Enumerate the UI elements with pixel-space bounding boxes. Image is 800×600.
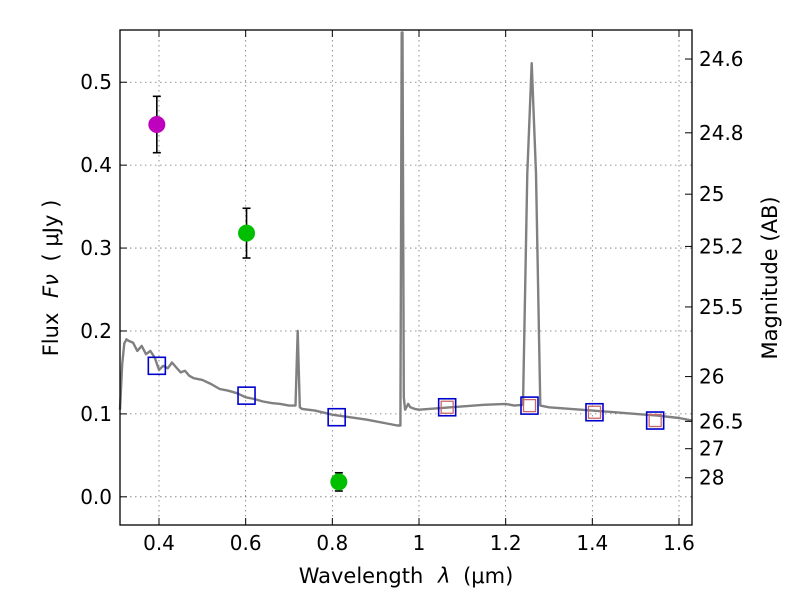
y-axis-title-symbol: Fν	[39, 274, 63, 298]
y2-tick-label: 27	[699, 437, 724, 461]
model-photometry-inner-square	[587, 405, 602, 419]
y-tick-label: 0.2	[80, 319, 112, 343]
y-tick-label: 0.1	[80, 402, 112, 426]
spectrum-line	[118, 31, 693, 427]
y-axis-title-text: Flux	[39, 313, 63, 357]
y2-tick-label: 28	[699, 466, 724, 490]
x-tick-label: 1.2	[490, 531, 522, 555]
model-photometry-inner-square	[522, 398, 537, 413]
x-tick-label: 1.6	[663, 531, 695, 555]
y2-tick-label: 24.6	[699, 47, 744, 71]
y2-tick-label: 25	[699, 182, 724, 206]
plot-series	[118, 31, 693, 492]
model-photometry-square	[327, 407, 346, 427]
observed-flux-point	[148, 116, 166, 134]
y2-tick-label: 25.2	[699, 234, 744, 258]
x-tick-label: 1	[413, 531, 426, 555]
y-tick-label: 0.0	[80, 485, 112, 509]
y2-tick-label: 26	[699, 365, 724, 389]
x-tick-label: 1.4	[576, 531, 608, 555]
y-tick-label: 0.4	[80, 153, 112, 177]
y-axis-title-unit: ( μJy )	[39, 200, 63, 262]
model-photometry-square	[147, 356, 167, 376]
model-photometry-square	[645, 411, 665, 430]
x-axis-title: Wavelength λ (μm)	[299, 564, 514, 588]
plot-frame	[119, 29, 693, 526]
model-photometry-inner-square	[440, 400, 454, 414]
model-photometry-square	[520, 396, 539, 415]
model-photometry-square	[237, 386, 256, 405]
y2-axis-title: Magnitude (AB)	[758, 196, 782, 359]
observed-flux-point	[238, 224, 256, 242]
x-axis-title-unit: (μm)	[463, 564, 513, 588]
y-tick-label: 0.5	[80, 70, 112, 94]
y2-tick-label: 24.8	[699, 121, 744, 145]
observed-flux-point	[330, 473, 348, 491]
x-tick-label: 0.4	[143, 531, 175, 555]
model-photometry-square	[585, 402, 604, 422]
y2-tick-label: 25.5	[699, 295, 744, 319]
grid	[120, 30, 692, 525]
axes: 0.4 0.6 0.8 1 1.2 1.4 1.6 0.0 0.1 0.2 0.3 0.4 0.5 24.…	[80, 30, 744, 555]
model-photometry-square	[437, 397, 457, 417]
y-axis-title: Flux Fν ( μJy )	[39, 200, 63, 357]
x-axis-title-symbol: λ	[437, 564, 450, 588]
x-tick-label: 0.8	[316, 531, 348, 555]
y2-tick-label: 26.5	[699, 409, 744, 433]
x-tick-label: 0.6	[230, 531, 262, 555]
x-axis-title-text: Wavelength	[299, 564, 424, 588]
y-tick-label: 0.3	[80, 236, 112, 260]
model-photometry-inner-square	[648, 413, 662, 428]
